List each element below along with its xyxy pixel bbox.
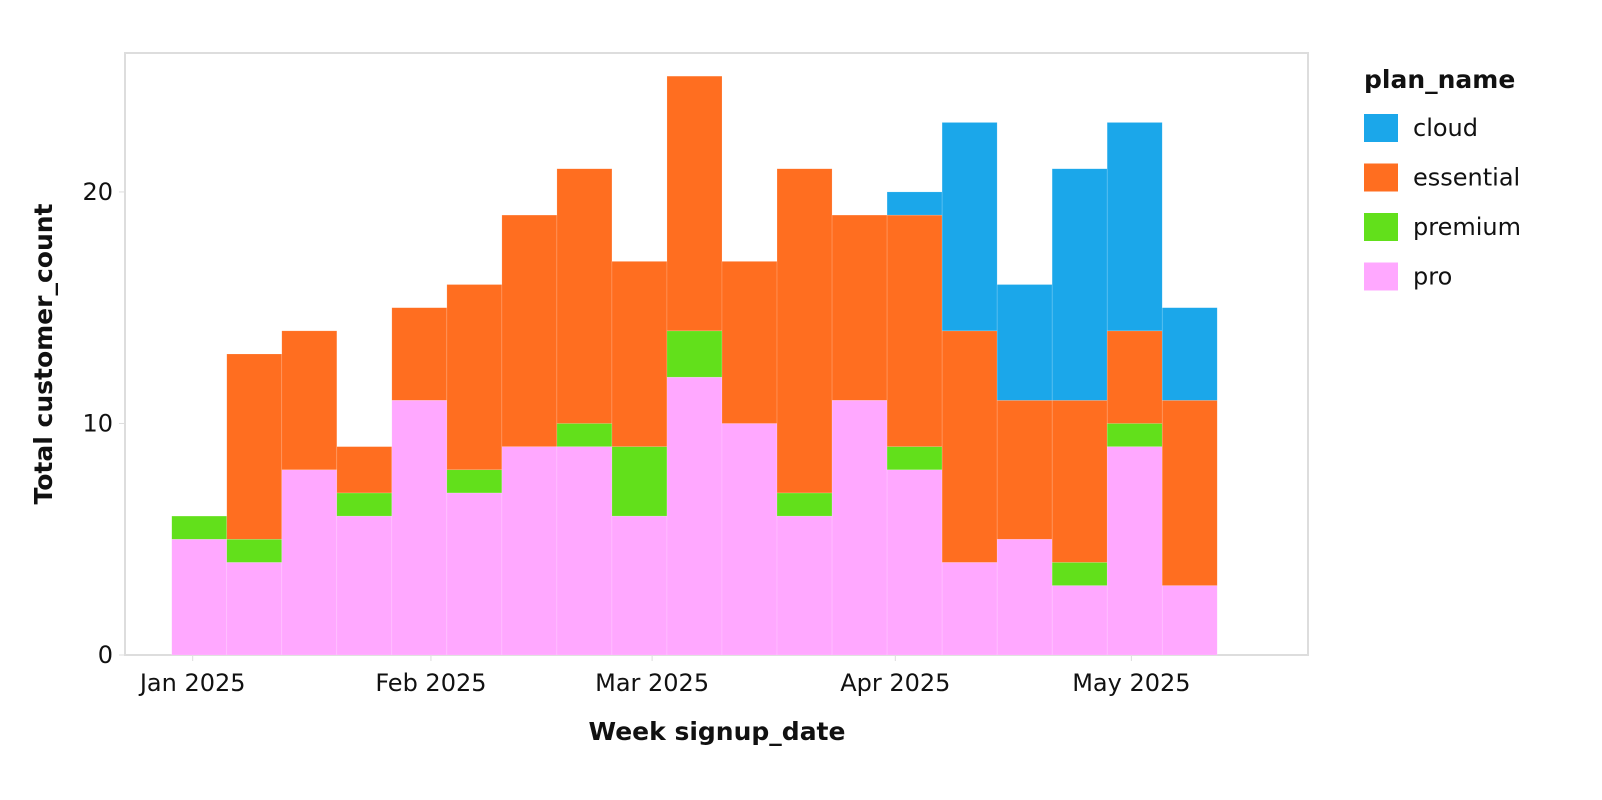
bar-segment [886,191,943,216]
bar-segment [556,168,613,424]
bar-segment [226,562,283,656]
x-tick-label: Feb 2025 [375,669,486,697]
bar-segment [1051,585,1108,656]
bar-segment [611,446,668,517]
bar-segment [611,261,668,447]
bar-segment [831,214,888,401]
legend-label: cloud [1413,114,1478,142]
bar-segment [721,261,778,424]
legend-swatch [1364,114,1398,142]
y-tick-label: 10 [82,409,113,437]
bar-segment [996,284,1053,401]
bar-segment [776,492,833,517]
legend-swatch [1364,262,1398,291]
x-tick-label: Jan 2025 [138,669,246,697]
bar-segment [996,400,1053,540]
y-tick-label: 20 [82,178,113,206]
bar-segment [666,376,723,656]
x-tick-label: Mar 2025 [595,669,709,697]
bar-segment [391,307,448,401]
bar-segment [666,330,723,378]
bar-segment [1051,400,1108,563]
bar-segment [1161,307,1218,401]
bar-segment [391,400,448,656]
bar-segment [1106,122,1163,332]
bar-segment [1051,168,1108,401]
bar-segment [501,446,558,656]
legend-label: premium [1413,213,1521,241]
bar-segment [336,515,393,656]
bar-segment [886,214,943,447]
bar-segment [336,446,393,494]
bar-segment [226,538,283,563]
bar-segment [886,469,943,656]
bar-segment [941,122,998,332]
bar-segment [1161,585,1218,656]
bar-segment [1106,446,1163,656]
bar-segment [776,168,833,494]
legend-swatch [1364,163,1398,192]
bar-segment [1106,423,1163,447]
x-tick-label: May 2025 [1072,669,1190,697]
bar-segment [666,75,723,332]
bar-segment [501,214,558,447]
bar-segment [941,562,998,656]
y-tick-label: 0 [98,641,113,669]
bar-segment [611,515,668,656]
bar-segment [556,446,613,656]
bar-segment [556,423,613,447]
x-axis-title: Week signup_date [589,717,846,746]
y-axis-title: Total customer_count [29,203,58,504]
bar-segment [281,469,338,656]
legend-label: pro [1413,263,1452,291]
bar-segment [171,538,228,656]
legend-label: essential [1413,164,1520,192]
bar-segment [281,330,338,471]
bar-segment [886,446,943,471]
bar-segment [1106,330,1163,424]
bar-segment [776,515,833,656]
bar-segment [1161,400,1218,586]
legend-swatch [1364,213,1398,241]
legend-title: plan_name [1364,65,1515,94]
bar-segment [446,284,503,471]
bar-segment [171,515,228,540]
x-tick-label: Apr 2025 [840,669,950,697]
bar-segment [721,423,778,656]
bar-segment [996,538,1053,656]
bar-segment [446,492,503,656]
bar-segment [336,492,393,517]
bar-segment [831,400,888,656]
bar-segment [941,330,998,563]
bar-segment [226,353,283,540]
bar-segment [1051,562,1108,586]
bar-segment [446,469,503,494]
